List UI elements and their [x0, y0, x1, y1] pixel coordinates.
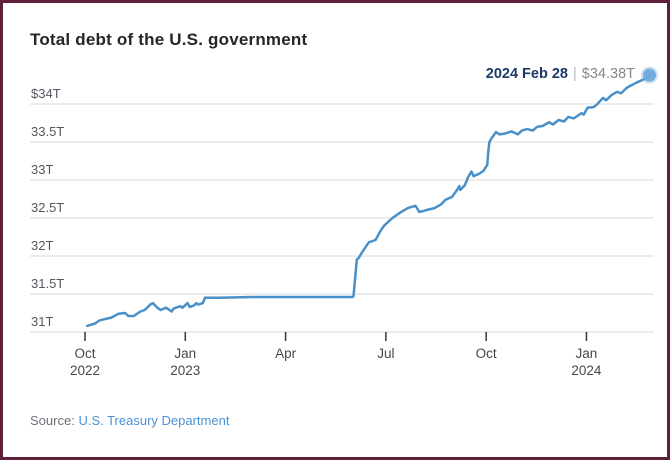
- annotation-value: $34.38T: [581, 66, 635, 82]
- x-axis-label: Jan: [174, 346, 197, 361]
- source-label: Source:: [30, 413, 75, 428]
- y-axis-label: 33.5T: [31, 124, 65, 139]
- debt-line: [85, 73, 651, 328]
- x-axis-label: Oct: [74, 346, 96, 361]
- source-line: Source: U.S. Treasury Department: [30, 413, 229, 428]
- x-axis-label: Oct: [475, 346, 497, 361]
- annotation-separator: |: [573, 66, 577, 82]
- y-axis-label: 31T: [31, 314, 54, 329]
- gridlines: [30, 103, 654, 333]
- x-axis-year-label: 2022: [69, 363, 101, 378]
- x-axis-label: Jan: [575, 346, 598, 361]
- y-axis-label: 31.5T: [31, 276, 65, 291]
- latest-value-annotation: 2024 Feb 28 | $34.38T: [486, 66, 635, 82]
- x-axis-year-label: 2023: [170, 363, 201, 378]
- y-axis-label: 32.5T: [31, 200, 65, 215]
- x-axis-label: Apr: [275, 346, 297, 361]
- y-axis-label: $34T: [31, 86, 61, 101]
- chart-canvas: [30, 66, 658, 341]
- page-title: Total debt of the U.S. government: [30, 30, 308, 49]
- y-axis-label: 33T: [31, 162, 54, 177]
- debt-line-series: [85, 66, 658, 328]
- y-axis-label: 32T: [31, 238, 54, 253]
- x-axis-ticks: [84, 332, 588, 341]
- latest-point-marker: [642, 68, 656, 82]
- annotation-date: 2024 Feb 28: [485, 66, 568, 82]
- x-axis-label: Jul: [377, 346, 395, 361]
- x-axis-year-label: 2024: [571, 363, 602, 378]
- source-link[interactable]: U.S. Treasury Department: [78, 413, 230, 428]
